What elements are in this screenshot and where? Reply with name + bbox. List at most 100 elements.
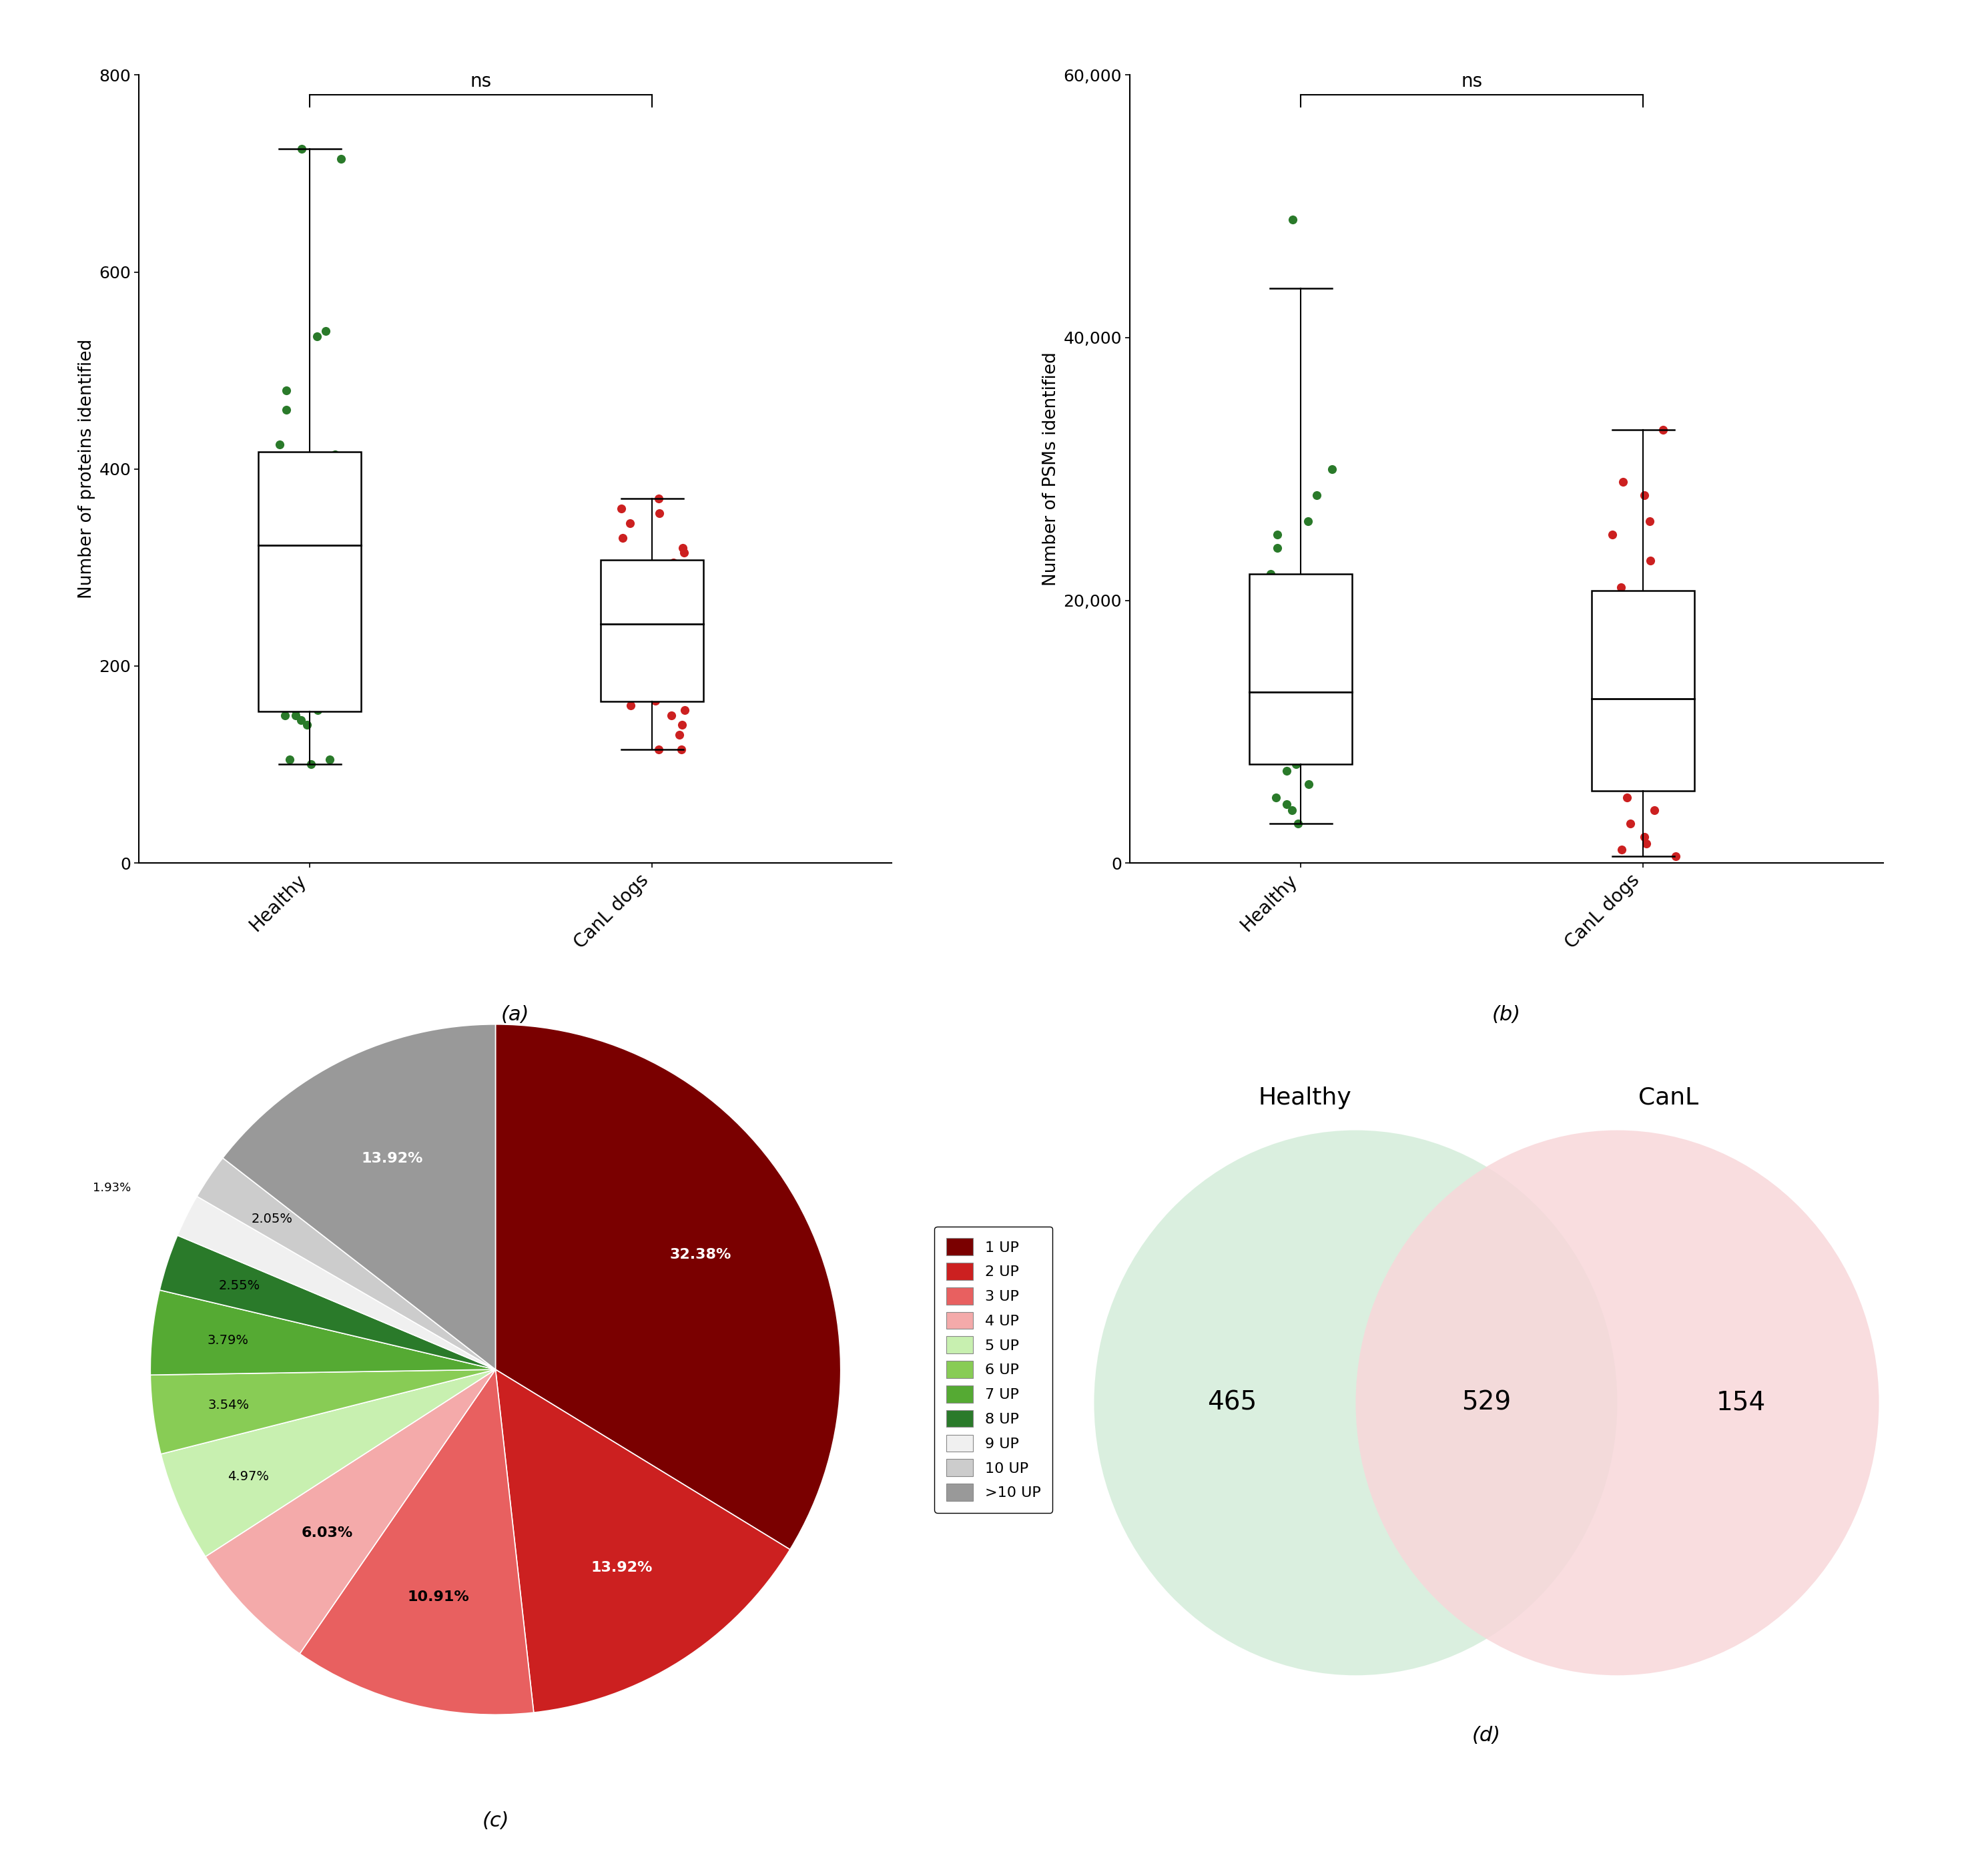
Point <box>1270 788 1302 818</box>
Point <box>1607 467 1639 497</box>
Point <box>274 527 305 557</box>
Point <box>620 621 652 651</box>
Point <box>319 439 351 469</box>
Text: 10.91%: 10.91% <box>408 1591 470 1604</box>
Point <box>1639 795 1671 825</box>
Point <box>1308 677 1340 707</box>
Ellipse shape <box>1094 1129 1617 1675</box>
Legend: 1 UP, 2 UP, 3 UP, 4 UP, 5 UP, 6 UP, 7 UP, 8 UP, 9 UP, 10 UP, >10 UP: 1 UP, 2 UP, 3 UP, 4 UP, 5 UP, 6 UP, 7 UP… <box>934 1227 1052 1512</box>
Text: (b): (b) <box>1492 1006 1520 1024</box>
Point <box>1615 809 1647 839</box>
Text: CanL: CanL <box>1637 1086 1699 1109</box>
Point <box>614 508 646 538</box>
Point <box>1629 822 1661 852</box>
Y-axis label: Number of proteins identified: Number of proteins identified <box>77 340 95 598</box>
Bar <box>1249 574 1352 765</box>
Point <box>295 567 327 597</box>
Wedge shape <box>178 1197 496 1369</box>
Wedge shape <box>496 1369 791 1713</box>
Point <box>270 396 301 426</box>
Point <box>285 133 317 163</box>
Text: 1.93%: 1.93% <box>93 1182 131 1193</box>
Point <box>301 696 333 726</box>
Point <box>1276 204 1308 235</box>
Bar <box>258 452 361 711</box>
Point <box>640 685 672 715</box>
Point <box>648 627 680 657</box>
Text: 529: 529 <box>1463 1390 1512 1416</box>
Point <box>1605 572 1637 602</box>
Point <box>1261 520 1292 550</box>
Point <box>301 454 333 484</box>
Point <box>1255 559 1286 589</box>
Point <box>272 533 303 563</box>
Point <box>1261 533 1292 563</box>
Wedge shape <box>151 1291 496 1375</box>
Point <box>1280 750 1312 780</box>
Point <box>1649 651 1681 681</box>
Wedge shape <box>496 1024 840 1550</box>
Point <box>1276 795 1308 825</box>
Text: (c): (c) <box>482 1812 509 1831</box>
Point <box>289 690 321 720</box>
Point <box>279 696 311 726</box>
Point <box>301 321 333 351</box>
Point <box>1647 415 1679 445</box>
Point <box>624 636 656 666</box>
Text: ns: ns <box>1461 71 1483 90</box>
Wedge shape <box>299 1369 533 1715</box>
Point <box>606 523 638 553</box>
Point <box>1292 612 1324 642</box>
Wedge shape <box>161 1369 496 1557</box>
Text: 6.03%: 6.03% <box>301 1527 353 1540</box>
Point <box>264 430 295 460</box>
Point <box>281 548 313 578</box>
Point <box>1300 638 1332 668</box>
Point <box>614 690 646 720</box>
Point <box>1631 829 1663 859</box>
Point <box>1261 782 1292 812</box>
Text: 2.55%: 2.55% <box>218 1279 260 1293</box>
Point <box>656 700 688 730</box>
Point <box>285 705 317 735</box>
Point <box>1601 717 1633 747</box>
Point <box>270 375 301 405</box>
Text: 3.79%: 3.79% <box>208 1334 248 1347</box>
Text: 4.97%: 4.97% <box>228 1471 270 1484</box>
Point <box>1282 809 1314 839</box>
Text: 13.92%: 13.92% <box>591 1561 652 1574</box>
Y-axis label: Number of PSMs identified: Number of PSMs identified <box>1043 353 1060 585</box>
Point <box>1659 612 1691 642</box>
Point <box>638 675 670 705</box>
Point <box>644 499 676 529</box>
Point <box>642 735 674 765</box>
Point <box>1286 743 1318 773</box>
Text: (a): (a) <box>501 1006 529 1024</box>
Point <box>1659 840 1691 870</box>
Point <box>1292 507 1324 537</box>
Point <box>279 700 311 730</box>
Point <box>1310 585 1342 615</box>
Point <box>1599 677 1631 707</box>
Point <box>664 720 696 750</box>
Wedge shape <box>196 1157 496 1369</box>
Point <box>272 542 303 572</box>
Text: 13.92%: 13.92% <box>361 1152 422 1165</box>
Point <box>642 484 674 514</box>
Point <box>1633 507 1665 537</box>
Point <box>1253 651 1284 681</box>
Point <box>317 523 349 553</box>
Point <box>1270 756 1302 786</box>
Point <box>1318 664 1350 694</box>
Wedge shape <box>161 1234 496 1369</box>
Point <box>1316 454 1348 484</box>
Point <box>636 606 668 636</box>
Text: ns: ns <box>470 71 492 90</box>
Point <box>313 745 345 775</box>
Point <box>1263 704 1294 734</box>
Point <box>309 475 341 505</box>
Point <box>1629 480 1661 510</box>
Point <box>666 735 698 765</box>
Point <box>1596 520 1627 550</box>
Point <box>1635 546 1667 576</box>
